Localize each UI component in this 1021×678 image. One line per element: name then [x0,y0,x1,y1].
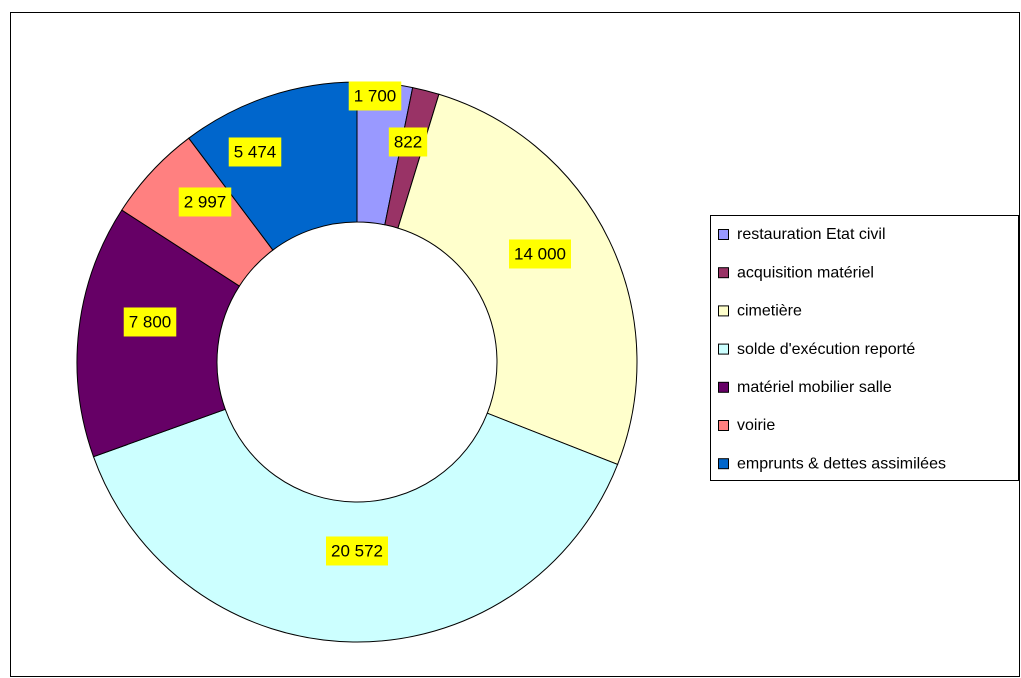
legend-swatch [718,381,729,393]
data-label: 14 000 [514,244,566,263]
legend-swatch [718,458,729,470]
legend-label: acquisition matériel [737,264,874,281]
legend-swatch [718,229,729,240]
data-label: 2 997 [184,192,227,211]
data-label: 7 800 [129,312,172,331]
data-label: 1 700 [354,86,397,105]
data-label-bg [228,137,282,167]
legend-label: cimetière [737,303,802,320]
legend-swatch [718,420,729,431]
legend-label: voirie [737,417,775,434]
legend-label: emprunts & dettes assimilées [737,455,946,472]
data-label-bg [326,536,388,566]
legend-label: matériel mobilier salle [737,379,892,396]
data-label: 20 572 [331,541,383,560]
data-label: 822 [394,132,422,151]
data-label-bg [178,187,232,217]
data-label-bg [388,127,428,157]
data-label: 5 474 [234,142,277,161]
legend-label: solde d'exécution reporté [737,341,915,358]
data-label-bg [123,307,177,337]
legend-label: restauration Etat civil [737,226,886,243]
legend-swatch [718,343,729,355]
legend-swatch [718,267,729,279]
legend-swatch [718,305,729,317]
legend-box [710,215,1019,481]
donut-slice [92,408,619,643]
donut-slice [397,93,638,466]
data-label-bg [509,239,571,269]
data-label-bg [348,81,402,111]
